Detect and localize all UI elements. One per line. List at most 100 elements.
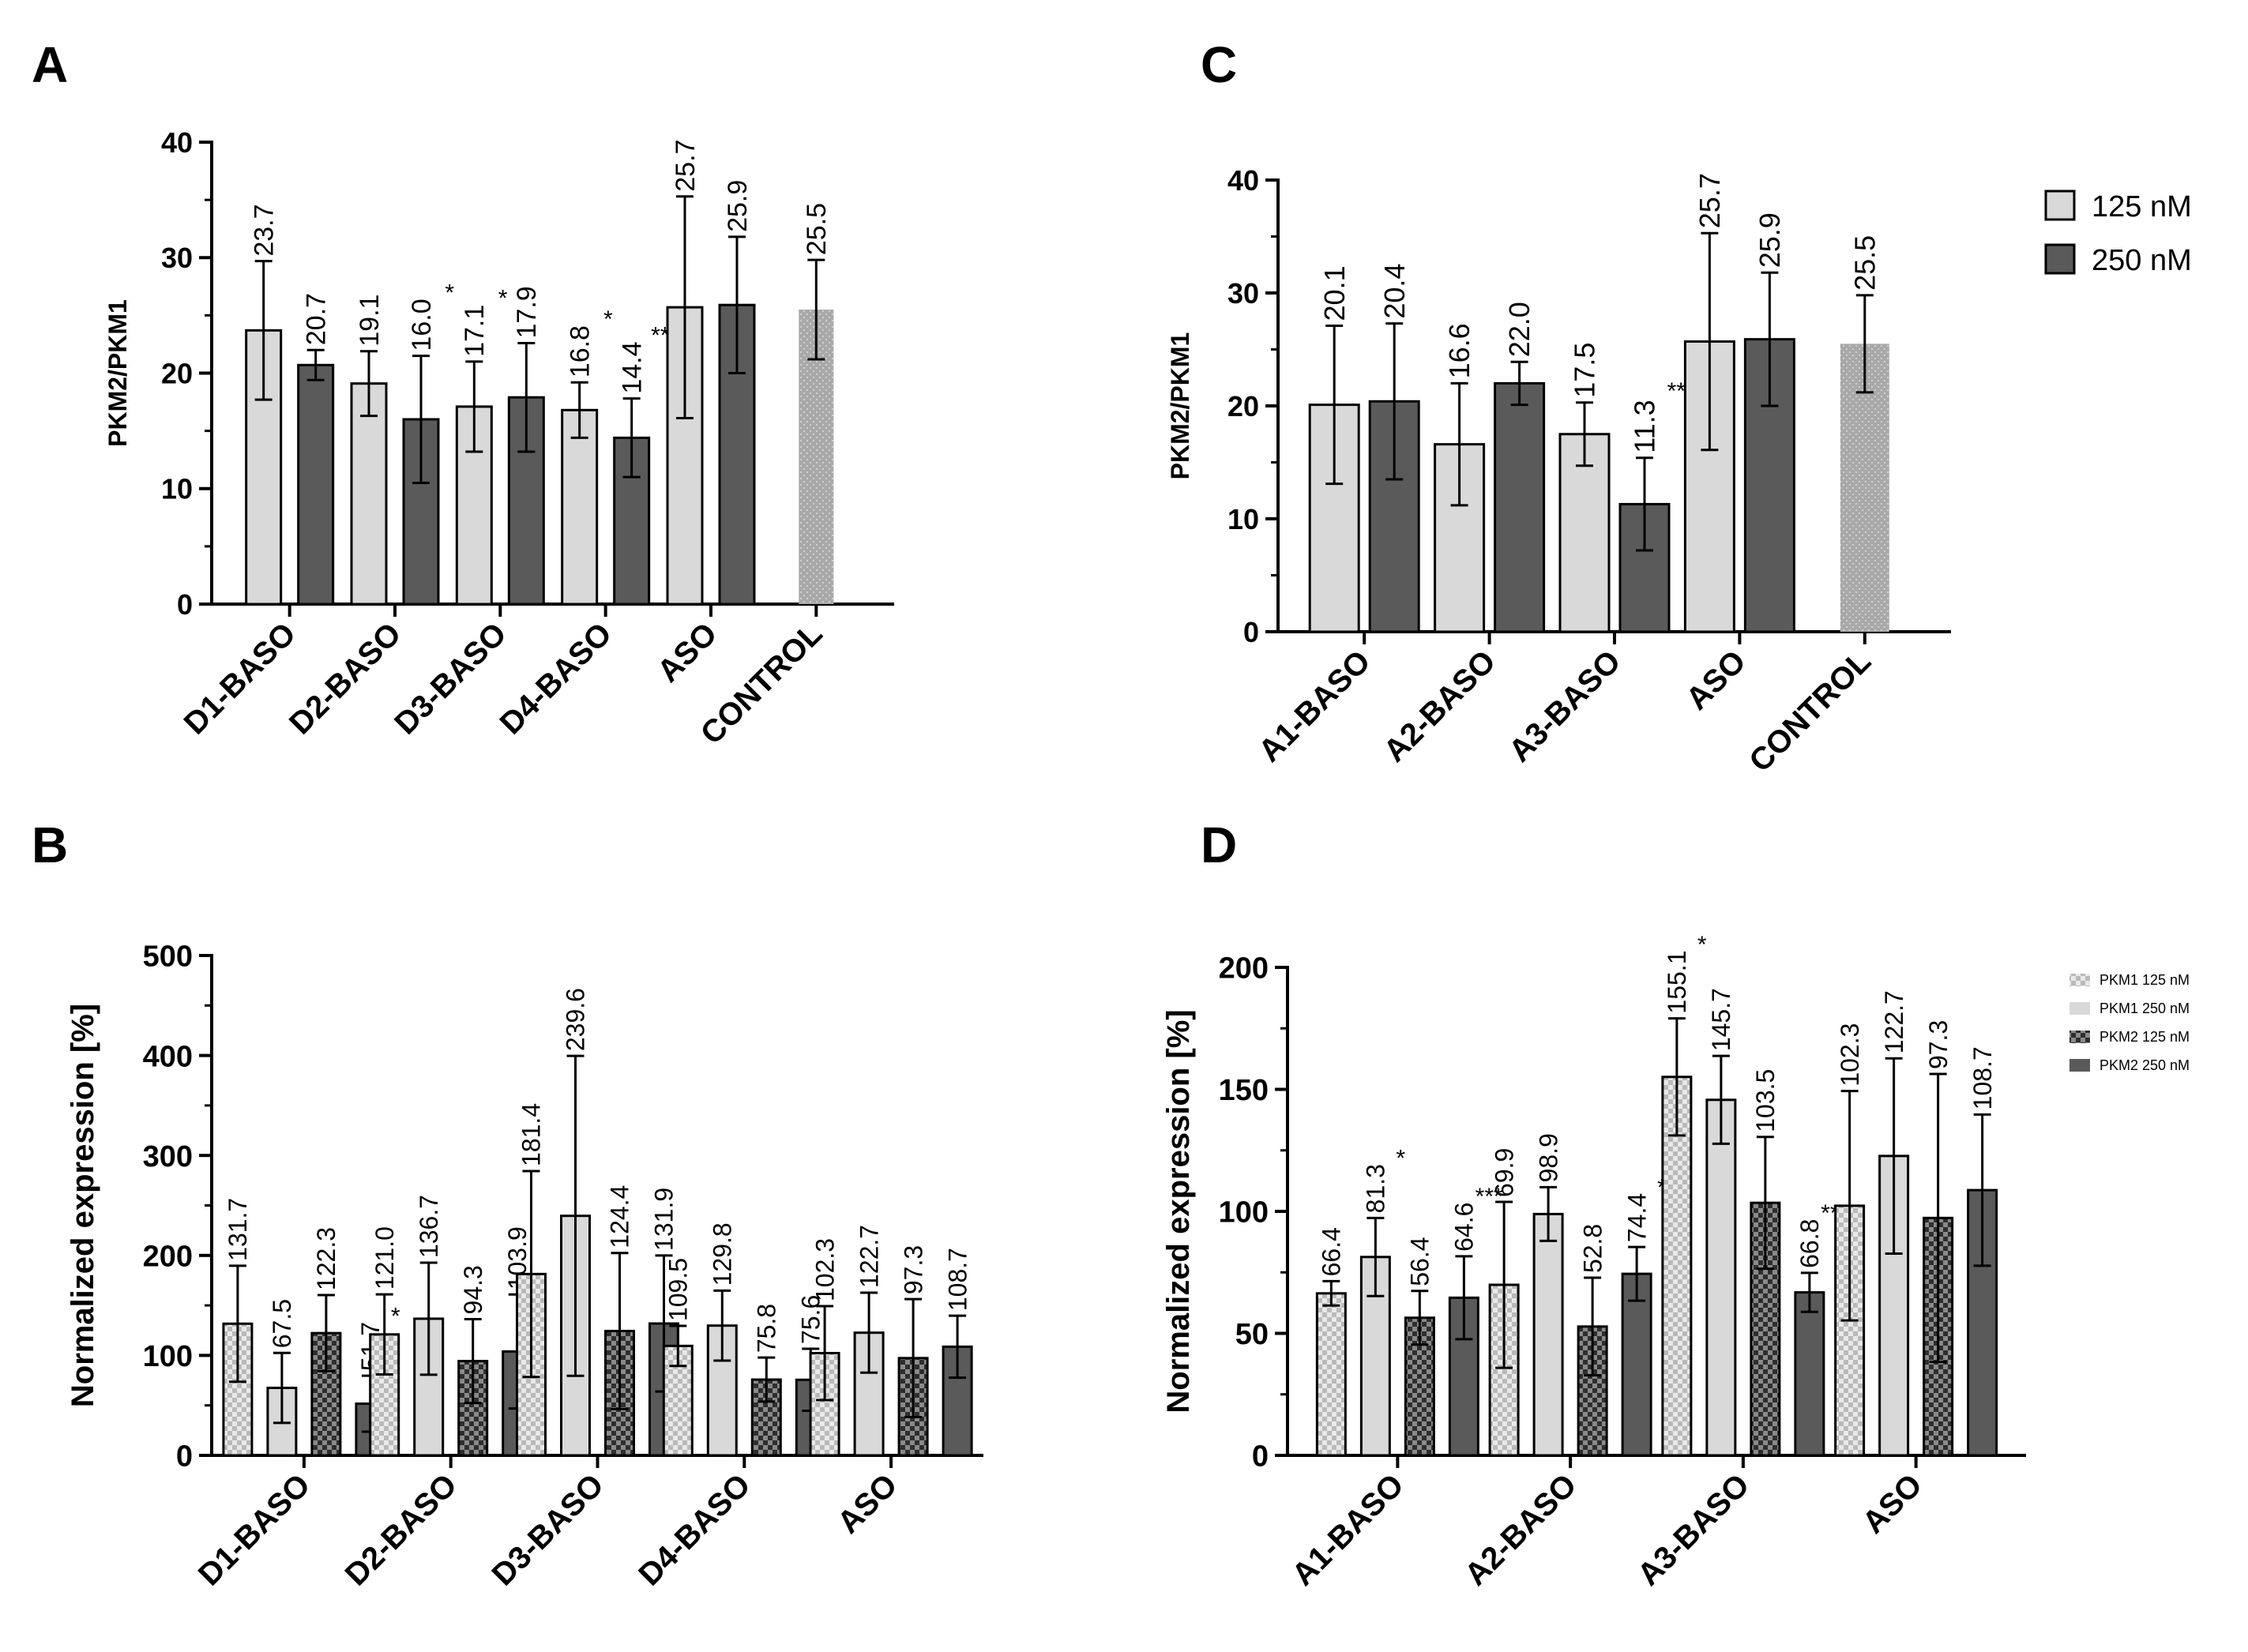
x-tick-label: CONTROL: [1742, 644, 1878, 779]
data-label: 11.3: [1629, 400, 1661, 452]
x-tick-label: A3-BASO: [1631, 1467, 1756, 1592]
legend-d-label-pkm1-250: PKM1 250 nM: [2100, 1001, 2190, 1016]
data-label: 20.4: [1378, 264, 1411, 319]
data-label: 155.1: [1663, 951, 1691, 1014]
y-tick-label: 40: [1227, 164, 1259, 197]
bar-b-4-0: [809, 1351, 840, 1457]
x-tick-label: ASO: [651, 616, 724, 689]
data-label: 75.6: [797, 1295, 825, 1344]
significance-marker: *: [391, 1303, 400, 1329]
y-axis-label: Normalized expression [%]: [1161, 1009, 1196, 1413]
y-tick-label: 0: [177, 588, 193, 621]
x-tick-label: D3-BASO: [485, 1467, 610, 1592]
y-tick-label: 30: [1227, 277, 1259, 310]
x-tick-label: D2-BASO: [283, 616, 408, 741]
data-label: 102.3: [810, 1238, 839, 1301]
data-label: 239.6: [562, 988, 590, 1051]
y-tick-label: 0: [1252, 1440, 1269, 1474]
legend-d-swatch-pkm2-125: [2069, 1031, 2090, 1043]
significance-marker: *: [1396, 1146, 1405, 1172]
y-tick-label: 200: [143, 1240, 193, 1273]
legend-d-label-pkm2-250: PKM2 250 nM: [2100, 1057, 2190, 1073]
panel-c-chart: 0 10 20 30 40 PKM2/PKM1 20.1 20.4 A1-BASO 16.6 22.…: [1166, 164, 1951, 779]
significance-marker: ***: [1475, 1184, 1503, 1210]
bar-d-2-1: [1705, 1098, 1737, 1457]
x-tick-label: D1-BASO: [192, 1467, 317, 1592]
panel-letter-d: D: [1201, 817, 1237, 873]
data-label: 25.9: [723, 180, 753, 232]
data-label: 181.4: [517, 1103, 546, 1166]
legend-d-label-pkm1-125: PKM1 125 nM: [2100, 972, 2190, 988]
bar-d-1-1: [1532, 1212, 1564, 1457]
data-label: 56.4: [1406, 1237, 1434, 1286]
x-tick-label: D1-BASO: [178, 616, 303, 741]
legend-d-label-pkm2-125: PKM2 125 nM: [2100, 1029, 2190, 1045]
data-label: 98.9: [1534, 1133, 1562, 1182]
x-tick-label: A1-BASO: [1285, 1467, 1410, 1592]
data-label: 25.5: [802, 203, 832, 255]
bar-a-3-1: [613, 436, 651, 606]
data-label: 17.5: [1569, 343, 1601, 398]
x-tick-label: A3-BASO: [1502, 644, 1627, 768]
x-tick-label: D4-BASO: [632, 1467, 757, 1592]
panel-d-chart: 0 50 100 150 200 Normalized expression [%] 66.…: [1161, 932, 2026, 1593]
x-tick-label: D3-BASO: [388, 616, 513, 741]
data-label: 136.7: [415, 1195, 443, 1258]
bar-a-0-1: [297, 363, 335, 606]
y-axis-label: Normalized expression [%]: [66, 1004, 100, 1407]
legend-d: PKM1 125 nM PKM1 250 nM PKM2 125 nM PKM2…: [2069, 972, 2190, 1073]
data-label: 67.5: [268, 1299, 296, 1348]
x-tick-label: D4-BASO: [494, 616, 618, 741]
panel-letter-a: A: [32, 36, 68, 93]
y-tick-label: 100: [143, 1340, 193, 1373]
data-label: 131.9: [650, 1188, 679, 1251]
y-tick-label: 10: [1227, 503, 1259, 535]
y-tick-label: 300: [143, 1140, 193, 1173]
y-tick-label: 10: [161, 473, 193, 505]
panel-letter-c: C: [1201, 36, 1237, 93]
legend-d-swatch-pkm1-250: [2069, 1002, 2090, 1015]
data-label: 94.3: [459, 1265, 487, 1314]
significance-marker: *: [445, 280, 454, 306]
data-label: 64.6: [1450, 1203, 1479, 1252]
data-label: 16.0: [407, 298, 437, 351]
data-label: 122.3: [312, 1227, 340, 1290]
x-tick-label: A2-BASO: [1458, 1467, 1583, 1592]
y-tick-label: 150: [1219, 1074, 1269, 1107]
data-label: 97.3: [899, 1245, 927, 1294]
data-label: 109.5: [664, 1258, 693, 1321]
legend-swatch-125nm: [2044, 190, 2076, 221]
data-label: 25.9: [1754, 212, 1786, 268]
y-tick-label: 20: [161, 357, 193, 389]
bar-c-1-1: [1494, 381, 1546, 633]
data-label: 23.7: [250, 204, 280, 256]
data-label: 81.3: [1362, 1164, 1390, 1213]
data-label: 19.1: [355, 295, 385, 347]
legend-d-swatch-pkm1-125: [2069, 974, 2090, 986]
panel-letter-b: B: [32, 817, 68, 873]
y-tick-label: 50: [1235, 1318, 1269, 1351]
x-tick-label: A1-BASO: [1252, 644, 1377, 768]
y-tick-label: 40: [161, 126, 193, 159]
data-label: 74.4: [1622, 1193, 1651, 1242]
data-label: 122.7: [1880, 990, 1908, 1053]
y-tick-label: 30: [161, 242, 193, 274]
bar-a-3-0: [561, 408, 599, 606]
data-label: 108.7: [943, 1248, 972, 1311]
data-label: 131.7: [224, 1198, 252, 1261]
data-label: 129.8: [709, 1222, 737, 1286]
data-label: 69.9: [1490, 1148, 1518, 1197]
data-label: 17.9: [512, 286, 542, 338]
significance-marker: *: [603, 306, 613, 332]
panel-a-chart: 0 10 20 30 40 PKM2/PKM1 23.7 20.7 D1-BASO 19.1 16.…: [103, 126, 894, 751]
data-label: 20.1: [1318, 265, 1351, 321]
x-tick-label: A2-BASO: [1378, 644, 1502, 768]
data-label: 20.7: [302, 293, 332, 345]
y-tick-label: 400: [143, 1040, 193, 1073]
data-label: 124.4: [606, 1185, 634, 1248]
data-label: 122.7: [855, 1225, 883, 1288]
data-label: 75.8: [753, 1304, 781, 1353]
legend-label-125nm: 125 nM: [2092, 190, 2192, 223]
data-label: 103.5: [1751, 1069, 1780, 1132]
legend-label-250nm: 250 nM: [2092, 244, 2192, 277]
